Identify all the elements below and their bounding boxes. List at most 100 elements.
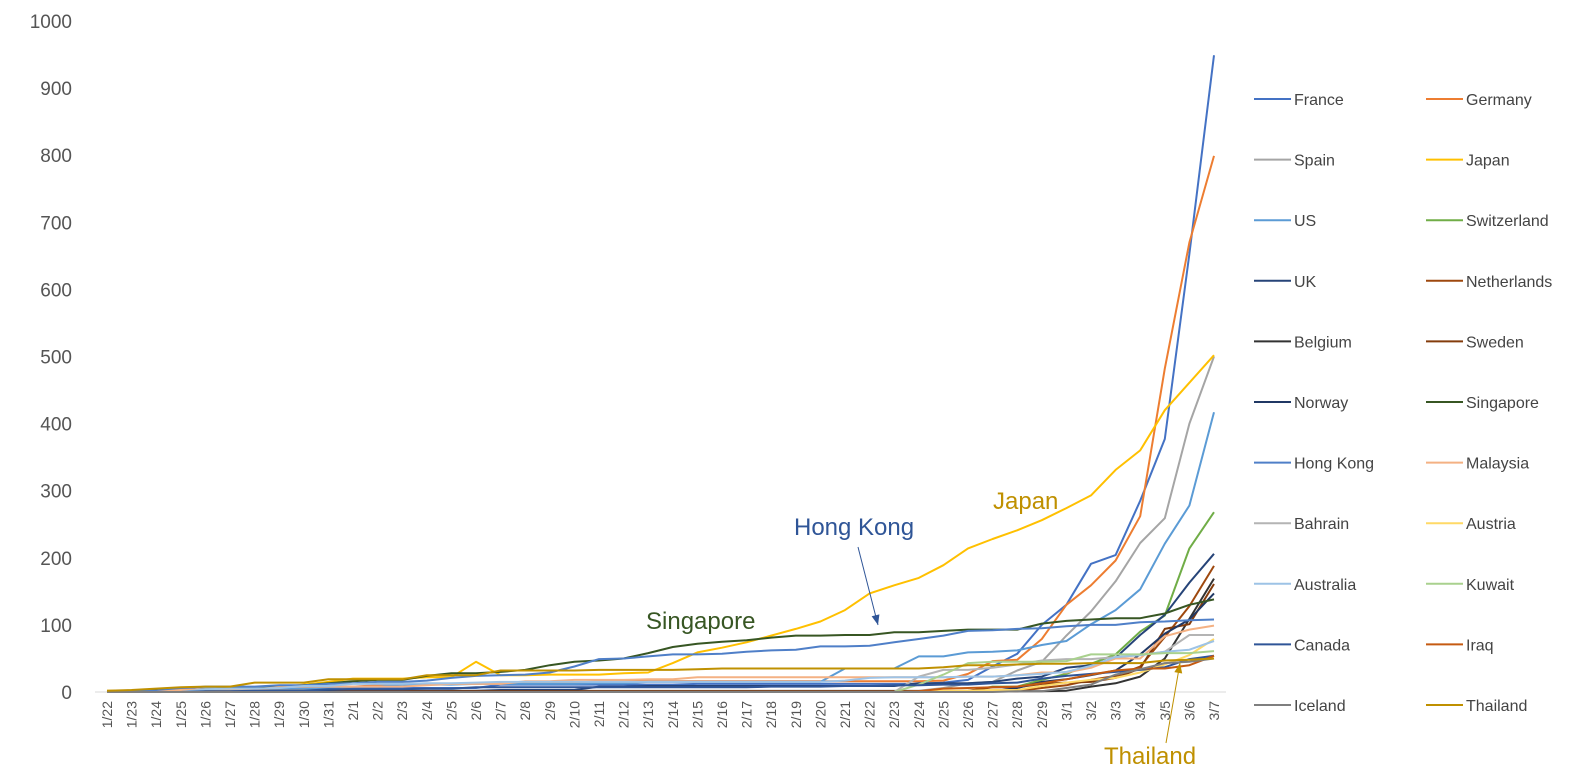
legend-label: Iceland [1294, 698, 1346, 715]
annotation-label: Japan [993, 488, 1058, 515]
x-tick-label: 2/6 [468, 701, 484, 721]
x-tick-label: 2/27 [985, 701, 1001, 728]
x-tick-label: 1/24 [148, 701, 164, 728]
legend: France Germany Spain Japan US Switzerland UK Ne… [1254, 92, 1552, 715]
legend-label: Kuwait [1466, 577, 1515, 594]
series-line-switzerland [107, 511, 1215, 693]
legend-item: US [1254, 213, 1316, 230]
legend-label: Australia [1294, 577, 1356, 594]
x-tick-label: 2/12 [616, 701, 632, 728]
annotation-arrow [1165, 662, 1181, 744]
y-tick-label: 600 [40, 280, 72, 301]
legend-item: Hong Kong [1254, 456, 1374, 473]
legend-item: Australia [1254, 577, 1356, 594]
annotation-singapore: Singapore [646, 608, 755, 635]
annotation-arrowhead [871, 614, 880, 625]
x-tick-label: 2/2 [370, 701, 386, 721]
legend-item: Bahrain [1254, 516, 1349, 533]
legend-label: UK [1294, 274, 1317, 291]
x-tick-label: 2/19 [788, 701, 804, 728]
x-tick-label: 2/25 [935, 701, 951, 728]
x-tick-label: 2/23 [886, 701, 902, 728]
legend-label: Canada [1294, 637, 1350, 654]
x-tick-label: 2/4 [419, 701, 435, 721]
x-tick-label: 3/5 [1157, 701, 1173, 721]
legend-item: Spain [1254, 153, 1335, 170]
y-tick-label: 900 [40, 79, 72, 100]
legend-label: Switzerland [1466, 213, 1549, 230]
y-tick-label: 1000 [30, 12, 72, 33]
x-tick-label: 1/31 [320, 701, 336, 728]
legend-item: Belgium [1254, 334, 1352, 351]
x-tick-label: 1/25 [173, 701, 189, 728]
legend-label: Austria [1466, 516, 1516, 533]
x-tick-label: 3/3 [1108, 701, 1124, 721]
x-tick-label: 2/15 [689, 701, 705, 728]
y-tick-label: 700 [40, 213, 72, 234]
annotation-arrow [857, 546, 879, 626]
series-line-france [107, 55, 1215, 693]
y-tick-label: 300 [40, 482, 72, 503]
y-tick-label: 200 [40, 549, 72, 570]
series-line-australia [107, 640, 1215, 693]
x-tick-label: 2/11 [591, 701, 607, 727]
series-lines [106, 55, 1215, 693]
legend-label: Thailand [1466, 698, 1527, 715]
x-tick-label: 2/20 [812, 701, 828, 728]
series-line-japan [107, 354, 1215, 692]
x-tick-label: 2/29 [1034, 701, 1050, 728]
series-line-sweden [107, 583, 1215, 693]
x-tick-label: 2/22 [862, 701, 878, 728]
x-tick-label: 2/1 [345, 701, 361, 721]
legend-label: US [1294, 213, 1316, 230]
legend-label: Belgium [1294, 334, 1352, 351]
x-tick-label: 2/13 [640, 701, 656, 728]
x-tick-label: 1/30 [296, 701, 312, 728]
annotation-hong-kong: Hong Kong [794, 514, 914, 626]
series-line-canada [107, 654, 1215, 693]
x-tick-label: 2/26 [960, 701, 976, 728]
legend-label: Bahrain [1294, 516, 1349, 533]
annotations: Japan Hong Kong Singapore Thailand [646, 488, 1196, 770]
y-tick-label: 400 [40, 415, 72, 436]
legend-label: Hong Kong [1294, 456, 1374, 473]
legend-item: UK [1254, 274, 1317, 291]
series-line-iceland [107, 657, 1215, 693]
x-tick-label: 3/7 [1206, 701, 1222, 721]
x-tick-label: 2/28 [1009, 701, 1025, 728]
legend-label: Germany [1466, 92, 1532, 109]
x-tick-label: 1/27 [222, 701, 238, 728]
legend-item: Austria [1426, 516, 1516, 533]
legend-item: Sweden [1426, 334, 1524, 351]
legend-item: France [1254, 92, 1344, 109]
x-tick-label: 2/17 [739, 701, 755, 728]
legend-item: Canada [1254, 637, 1350, 654]
x-tick-label: 2/16 [714, 701, 730, 728]
legend-item: Germany [1426, 92, 1532, 109]
legend-item: Switzerland [1426, 213, 1549, 230]
x-tick-label: 1/23 [124, 701, 140, 728]
annotation-japan: Japan [993, 488, 1058, 515]
legend-item: Malaysia [1426, 456, 1529, 473]
annotation-label: Hong Kong [794, 514, 914, 541]
x-tick-label: 2/7 [493, 701, 509, 721]
legend-label: Iraq [1466, 637, 1494, 654]
legend-label: Malaysia [1466, 456, 1529, 473]
legend-label: Singapore [1466, 395, 1539, 412]
x-tick-label: 1/22 [99, 701, 115, 728]
x-tick-label: 2/18 [763, 701, 779, 728]
x-axis-ticks: 1/22 1/23 1/24 1/25 1/26 1/27 1/28 1/29 1/30 1/31… [99, 701, 1222, 728]
x-tick-label: 3/4 [1132, 701, 1148, 721]
legend-item: Singapore [1426, 395, 1539, 412]
annotation-thailand: Thailand [1104, 662, 1196, 770]
annotation-label: Singapore [646, 608, 755, 635]
x-tick-label: 2/3 [394, 701, 410, 721]
x-tick-label: 3/6 [1181, 701, 1197, 721]
legend-item: Norway [1254, 395, 1348, 412]
x-tick-label: 1/29 [271, 701, 287, 728]
annotation-label: Thailand [1104, 743, 1196, 770]
legend-item: Thailand [1426, 698, 1527, 715]
y-tick-label: 800 [40, 146, 72, 167]
x-tick-label: 3/1 [1058, 701, 1074, 721]
